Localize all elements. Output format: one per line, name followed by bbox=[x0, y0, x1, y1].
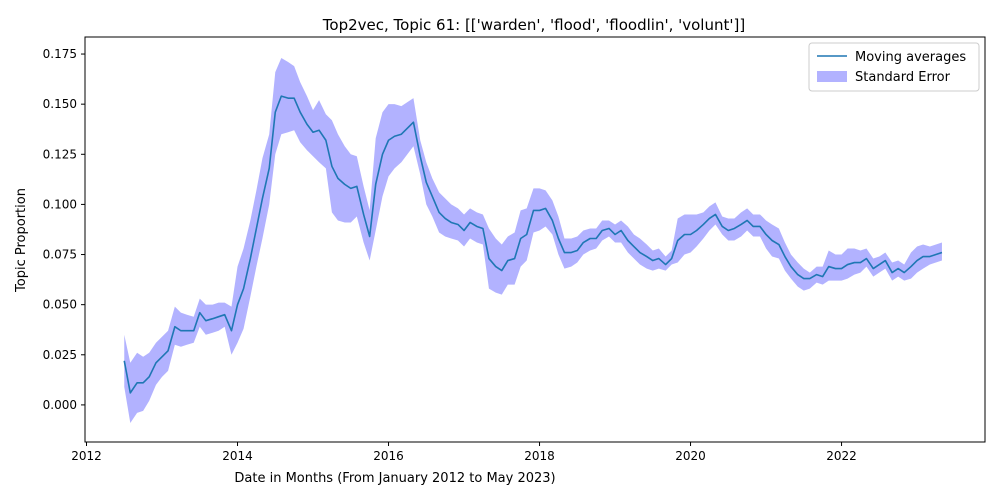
y-axis-ticks: 0.000 0.025 0.050 0.075 0.100 0.125 0.150 0.175 bbox=[43, 47, 85, 412]
moving-averages-line bbox=[123, 95, 943, 394]
legend-label-standard-error: Standard Error bbox=[855, 70, 951, 85]
x-tick-label: 2016 bbox=[373, 449, 404, 463]
x-axis-ticks: 2012 2014 2016 2018 2020 2022 bbox=[71, 442, 857, 463]
x-tick-label: 2014 bbox=[222, 449, 253, 463]
x-tick-label: 2022 bbox=[826, 449, 857, 463]
y-tick-label: 0.175 bbox=[43, 47, 77, 61]
x-axis-label: Date in Months (From January 2012 to May… bbox=[234, 471, 555, 486]
standard-error-band bbox=[124, 58, 942, 423]
y-tick-label: 0.000 bbox=[43, 398, 77, 412]
legend: Moving averages Standard Error bbox=[808, 42, 980, 92]
plot-area bbox=[123, 58, 943, 423]
y-tick-label: 0.075 bbox=[43, 248, 77, 262]
chart-title: Top2vec, Topic 61: [['warden', 'flood', … bbox=[322, 16, 745, 34]
legend-label-moving-averages: Moving averages bbox=[855, 50, 966, 65]
y-tick-label: 0.125 bbox=[43, 147, 77, 161]
y-tick-label: 0.150 bbox=[43, 97, 77, 111]
plot-frame bbox=[84, 36, 986, 443]
x-tick-label: 2012 bbox=[71, 449, 102, 463]
y-tick-label: 0.100 bbox=[43, 197, 77, 211]
y-tick-label: 0.050 bbox=[43, 298, 77, 312]
x-tick-label: 2018 bbox=[524, 449, 555, 463]
y-axis-label: Topic Proportion bbox=[14, 188, 29, 293]
x-tick-label: 2020 bbox=[675, 449, 706, 463]
legend-frame bbox=[808, 42, 980, 92]
legend-band-swatch bbox=[817, 71, 847, 82]
y-tick-label: 0.025 bbox=[43, 348, 77, 362]
